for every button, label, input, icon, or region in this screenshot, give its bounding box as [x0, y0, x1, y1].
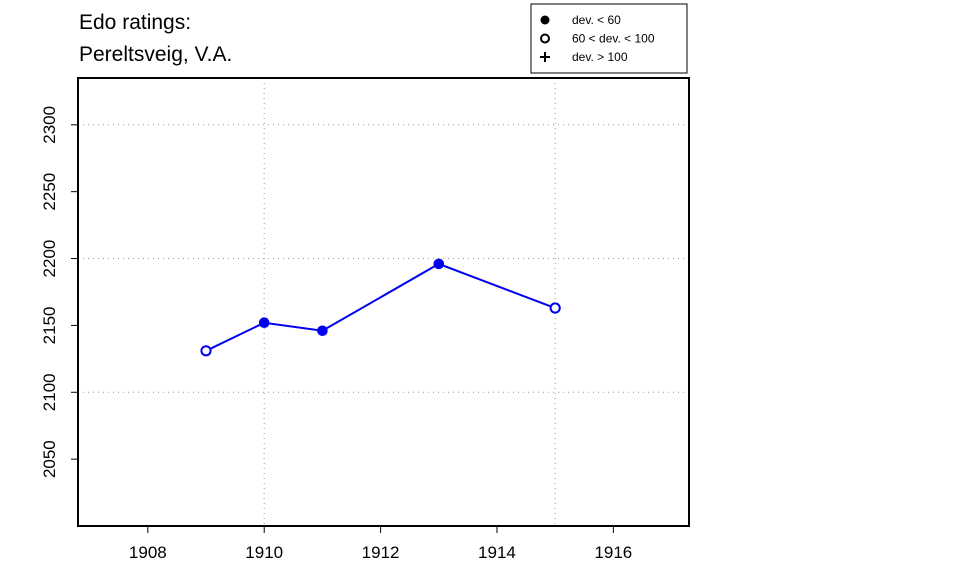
legend-box	[530, 3, 688, 74]
legend-marker-open-circle	[540, 33, 550, 44]
x-tick-label: 1916	[594, 543, 632, 562]
title-line-2: Pereltsveig, V.A.	[79, 43, 232, 66]
data-point-filled	[433, 258, 445, 270]
grid-lines	[78, 78, 689, 526]
x-tick-label: 1914	[478, 543, 516, 562]
plot-frame	[77, 77, 690, 527]
legend-marker-plus	[540, 52, 550, 62]
x-tick-label: 1910	[245, 543, 283, 562]
legend-label: 60 < dev. < 100	[572, 32, 655, 46]
x-axis: 1908 1910 1912 1914 1916	[129, 526, 632, 562]
data-point-filled	[317, 325, 328, 337]
x-tick-label: 1912	[362, 543, 400, 562]
title-line-1: Edo ratings:	[79, 11, 191, 34]
series-line	[205, 262, 556, 352]
y-tick-label: 2200	[40, 240, 59, 278]
chart-title: Edo ratings: Pereltsveig, V.A.	[79, 11, 232, 66]
legend-marker-filled-circle	[540, 15, 550, 25]
y-tick-label: 2050	[40, 440, 59, 478]
data-point-open	[200, 345, 212, 357]
x-tick-label: 1908	[129, 543, 167, 562]
y-tick-label: 2100	[40, 373, 59, 411]
legend-label: dev. > 100	[572, 50, 628, 64]
y-tick-label: 2150	[40, 306, 59, 344]
series-points	[200, 258, 561, 357]
legend-label: dev. < 60	[572, 13, 621, 27]
data-point-filled	[258, 317, 270, 329]
series-polyline	[205, 262, 556, 352]
y-tick-label: 2300	[40, 106, 59, 144]
y-tick-label: 2250	[40, 173, 59, 211]
y-axis: 2050 2100 2150 2200 2250 2300	[40, 106, 78, 478]
legend: dev. < 60 60 < dev. < 100 dev. > 100	[530, 3, 688, 74]
data-point-open	[549, 302, 561, 314]
